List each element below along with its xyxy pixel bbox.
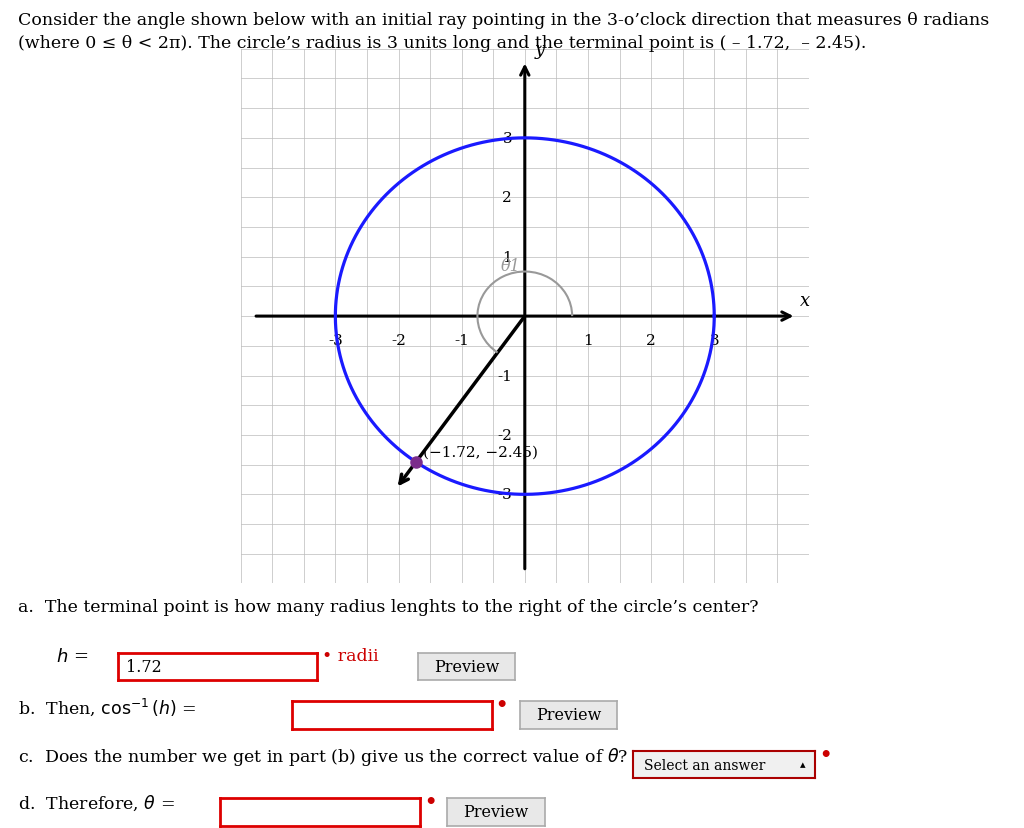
- Text: (−1.72, −2.45): (−1.72, −2.45): [423, 445, 538, 459]
- Text: -3: -3: [498, 488, 512, 502]
- Text: Preview: Preview: [464, 803, 528, 821]
- Text: •: •: [496, 696, 508, 715]
- Text: 2: 2: [646, 334, 656, 347]
- Text: 2: 2: [503, 191, 512, 205]
- Text: x: x: [800, 291, 810, 310]
- Text: Preview: Preview: [537, 706, 601, 724]
- Text: Consider the angle shown below with an initial ray pointing in the 3-o’clock dir: Consider the angle shown below with an i…: [18, 12, 989, 30]
- Text: $h$ =: $h$ =: [56, 647, 90, 666]
- Text: Select an answer: Select an answer: [644, 758, 765, 772]
- Text: -3: -3: [328, 334, 343, 347]
- Text: y: y: [535, 41, 545, 59]
- Text: a.  The terminal point is how many radius lenghts to the right of the circle’s c: a. The terminal point is how many radius…: [18, 598, 759, 615]
- Text: -2: -2: [498, 428, 512, 442]
- Text: -2: -2: [391, 334, 406, 347]
- Text: •: •: [819, 745, 831, 764]
- Text: 1: 1: [503, 250, 512, 264]
- Text: θ1: θ1: [501, 258, 520, 274]
- Text: ▴: ▴: [800, 759, 805, 770]
- Text: c.  Does the number we get in part (b) give us the correct value of $\theta$?: c. Does the number we get in part (b) gi…: [18, 745, 629, 768]
- Text: -1: -1: [498, 369, 512, 383]
- Text: -1: -1: [455, 334, 469, 347]
- Text: 3: 3: [503, 132, 512, 146]
- Text: 1.72: 1.72: [126, 658, 162, 676]
- Text: d.  Therefore, $\theta$ =: d. Therefore, $\theta$ =: [18, 792, 177, 811]
- Text: • radii: • radii: [322, 647, 378, 665]
- Text: 1: 1: [583, 334, 593, 347]
- Text: 3: 3: [710, 334, 719, 347]
- Text: (where 0 ≤ θ < 2π). The circle’s radius is 3 units long and the terminal point i: (where 0 ≤ θ < 2π). The circle’s radius …: [18, 35, 866, 52]
- Text: b.  Then, $\cos^{-1}(h)$ =: b. Then, $\cos^{-1}(h)$ =: [18, 696, 199, 717]
- Text: Preview: Preview: [434, 658, 499, 676]
- Text: •: •: [424, 792, 436, 811]
